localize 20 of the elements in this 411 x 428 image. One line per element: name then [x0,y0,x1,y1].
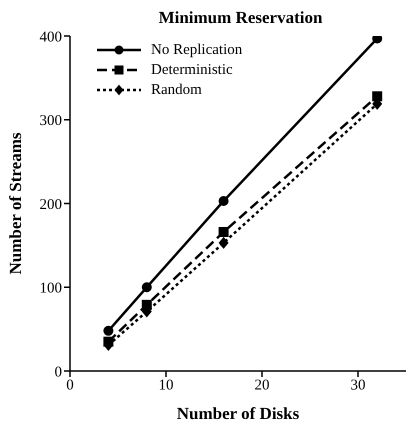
x-tick-label: 30 [350,378,366,394]
y-tick-label: 100 [40,280,62,297]
point [142,282,152,292]
chart-title: Minimum Reservation [158,8,324,28]
point [218,196,229,206]
point [218,226,229,237]
point [103,326,114,336]
legend-label: No Replication [151,42,242,58]
y-tick-label: 300 [40,113,62,130]
x-tick-label: 20 [254,378,270,394]
legend-label: Deterministic [151,62,233,78]
x-tick-label: 10 [158,378,174,394]
point [218,236,229,249]
x-tick-label: 0 [66,378,74,394]
y-axis-title: Number of Streams [6,132,26,274]
legend-label: Random [151,82,202,98]
y-tick-label: 400 [40,29,62,46]
y-tick-label: 200 [40,196,62,213]
y-tick-label: 0 [54,364,62,380]
x-axis-title: Number of Disks [176,404,300,423]
